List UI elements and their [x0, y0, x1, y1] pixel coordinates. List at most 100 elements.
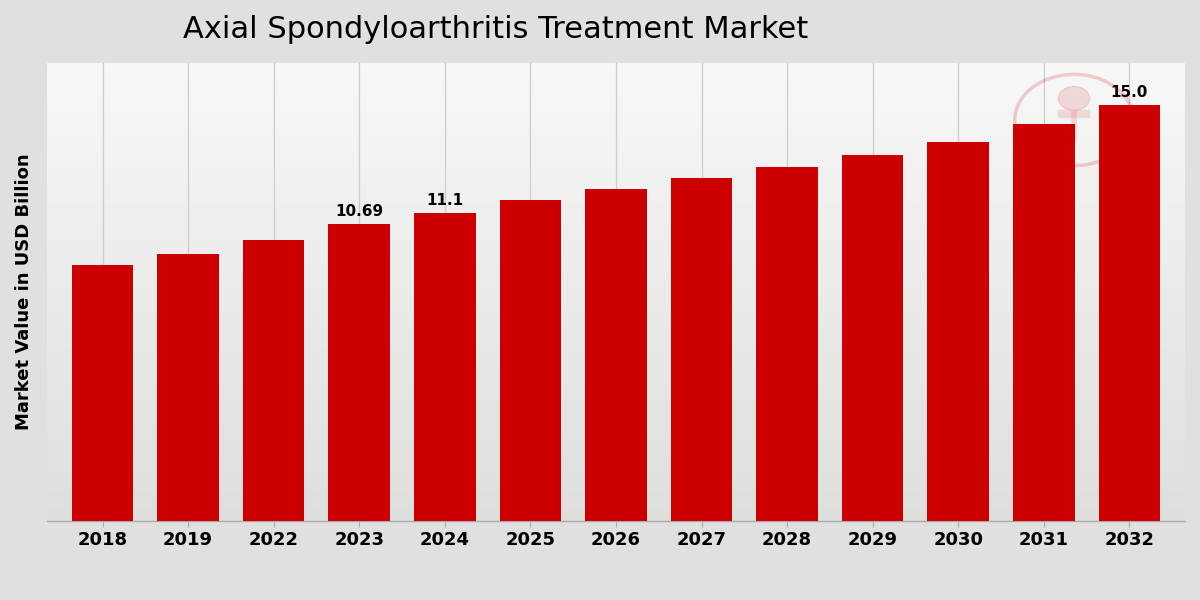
- Bar: [47, 461, 1186, 463]
- Bar: [47, 294, 1186, 296]
- Bar: [47, 207, 1186, 209]
- Bar: [47, 400, 1186, 401]
- Bar: [47, 221, 1186, 223]
- Bar: [47, 189, 1186, 191]
- Bar: [47, 122, 1186, 125]
- Bar: [47, 63, 1186, 65]
- Bar: [47, 74, 1186, 77]
- Bar: [47, 507, 1186, 509]
- Bar: [47, 152, 1186, 155]
- Bar: [47, 184, 1186, 187]
- Bar: [47, 381, 1186, 383]
- Bar: [47, 388, 1186, 390]
- Bar: [47, 223, 1186, 226]
- Bar: [47, 102, 1186, 104]
- Bar: [47, 498, 1186, 500]
- Bar: [47, 482, 1186, 484]
- Bar: [47, 196, 1186, 198]
- Bar: [47, 179, 1186, 182]
- Bar: [47, 265, 1186, 266]
- Bar: [47, 191, 1186, 193]
- Bar: [586, 189, 647, 521]
- Bar: [47, 88, 1186, 91]
- Bar: [47, 155, 1186, 157]
- Bar: [47, 230, 1186, 232]
- Bar: [47, 326, 1186, 328]
- Bar: [47, 473, 1186, 475]
- Bar: [47, 406, 1186, 409]
- Bar: [47, 333, 1186, 335]
- Bar: [47, 516, 1186, 518]
- Bar: [47, 290, 1186, 292]
- Bar: [47, 276, 1186, 278]
- Bar: [47, 511, 1186, 514]
- Bar: [47, 79, 1186, 82]
- Bar: [47, 209, 1186, 212]
- Bar: [47, 322, 1186, 324]
- Bar: [47, 116, 1186, 118]
- Bar: [414, 213, 475, 521]
- Bar: [47, 422, 1186, 424]
- Bar: [47, 310, 1186, 313]
- Bar: [47, 139, 1186, 141]
- Bar: [47, 260, 1186, 262]
- Bar: [47, 150, 1186, 152]
- Bar: [47, 488, 1186, 491]
- Bar: [47, 198, 1186, 200]
- Bar: [47, 349, 1186, 351]
- Bar: [47, 235, 1186, 237]
- Bar: [47, 438, 1186, 440]
- Bar: [47, 86, 1186, 88]
- Bar: [47, 502, 1186, 505]
- Bar: [47, 97, 1186, 100]
- Bar: [47, 386, 1186, 388]
- Bar: [47, 120, 1186, 122]
- Bar: [47, 168, 1186, 170]
- Bar: [47, 237, 1186, 239]
- Bar: [47, 331, 1186, 333]
- Bar: [47, 95, 1186, 97]
- Bar: [47, 308, 1186, 310]
- Bar: [47, 205, 1186, 207]
- Bar: [47, 379, 1186, 381]
- Bar: [47, 479, 1186, 482]
- Bar: [47, 91, 1186, 93]
- Bar: [47, 285, 1186, 287]
- Bar: [47, 395, 1186, 397]
- Bar: [47, 257, 1186, 260]
- Bar: [47, 239, 1186, 241]
- Bar: [47, 175, 1186, 178]
- Bar: [47, 82, 1186, 83]
- Bar: [47, 390, 1186, 392]
- Bar: [47, 203, 1186, 205]
- Bar: [47, 440, 1186, 443]
- Bar: [47, 454, 1186, 457]
- Bar: [47, 262, 1186, 265]
- Bar: [47, 505, 1186, 507]
- Bar: [47, 424, 1186, 427]
- Bar: [47, 443, 1186, 445]
- Bar: [47, 328, 1186, 331]
- Bar: [47, 157, 1186, 159]
- Bar: [47, 125, 1186, 127]
- Bar: [47, 72, 1186, 74]
- Bar: [47, 370, 1186, 372]
- Bar: [47, 106, 1186, 109]
- Bar: [47, 83, 1186, 86]
- Bar: [47, 363, 1186, 365]
- Y-axis label: Market Value in USD Billion: Market Value in USD Billion: [14, 154, 34, 430]
- Text: 11.1: 11.1: [426, 193, 463, 208]
- Bar: [47, 278, 1186, 280]
- Bar: [47, 269, 1186, 271]
- Bar: [47, 445, 1186, 448]
- Bar: [47, 434, 1186, 436]
- Bar: [47, 266, 1186, 269]
- Bar: [47, 253, 1186, 255]
- Bar: [47, 383, 1186, 386]
- Bar: [47, 127, 1186, 130]
- Bar: [47, 178, 1186, 179]
- Bar: [47, 143, 1186, 145]
- Bar: [47, 411, 1186, 413]
- Circle shape: [1058, 86, 1090, 110]
- Bar: [47, 491, 1186, 493]
